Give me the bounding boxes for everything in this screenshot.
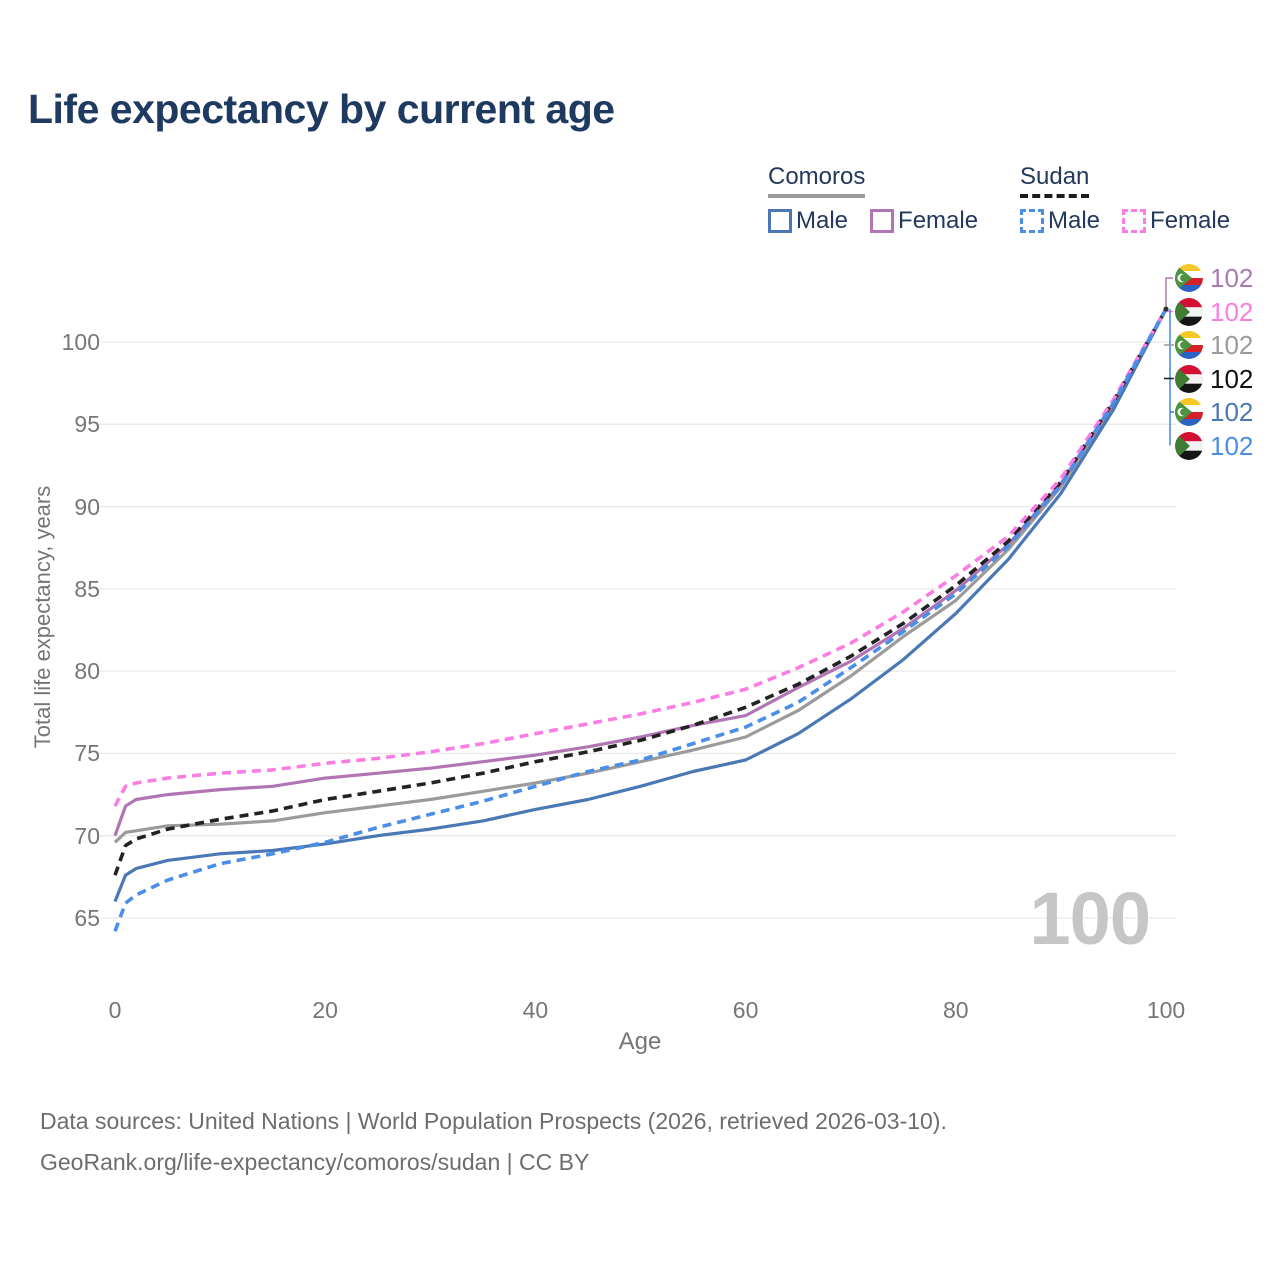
- series-line-comoros-female: [113, 308, 1168, 837]
- end-label-value: 102: [1210, 263, 1254, 293]
- legend-header-comoros[interactable]: Comoros: [768, 163, 866, 198]
- y-tick-label-65: 65: [74, 904, 100, 931]
- legend-header-sudan[interactable]: Sudan: [1020, 163, 1090, 198]
- end-label-value: 102: [1210, 330, 1254, 360]
- data-sources-text: Data sources: United Nations | World Pop…: [40, 1108, 947, 1134]
- end-label-row-sudan-female: 102: [1175, 296, 1254, 327]
- legend-item-comoros-male[interactable]: Male: [768, 207, 848, 235]
- legend-group-comoros: Comoros Male Female: [768, 163, 1000, 235]
- end-label-row-comoros: 102: [1175, 331, 1253, 359]
- x-tick-label-100: 100: [1146, 997, 1186, 1023]
- y-tick-label-80: 80: [74, 658, 100, 685]
- y-tick-label-75: 75: [74, 740, 100, 767]
- sudan-female-swatch-icon: [1122, 209, 1147, 233]
- sudan-flag-icon: [1175, 364, 1203, 393]
- comoros-flag-icon: [1175, 331, 1203, 359]
- y-tick-label-70: 70: [74, 822, 100, 849]
- series-line-comoros-male: [113, 308, 1168, 903]
- sudan-flag-icon: [1175, 297, 1203, 326]
- y-axis-title: Total life expectancy, years: [30, 485, 55, 749]
- comoros-female-swatch-icon: [870, 209, 895, 233]
- end-label-row-sudan: 102: [1175, 363, 1254, 394]
- x-axis-title: Age: [618, 1028, 662, 1055]
- comoros-flag-icon: [1175, 398, 1203, 426]
- sudan-flag-icon: [1175, 431, 1203, 460]
- y-tick-label-90: 90: [74, 493, 100, 520]
- end-label-value: 102: [1210, 430, 1254, 461]
- x-tick-label-20: 20: [312, 997, 338, 1023]
- x-tick-label-60: 60: [732, 997, 759, 1023]
- series-line-comoros: [113, 308, 1168, 844]
- y-tick-label-95: 95: [74, 411, 100, 438]
- comoros-flag-icon: [1175, 264, 1203, 292]
- endpoint-dot: [1163, 306, 1169, 312]
- age-watermark: 100: [1029, 877, 1151, 960]
- end-label-value: 102: [1210, 296, 1254, 327]
- legend-item-sudan-female[interactable]: Female: [1122, 207, 1230, 235]
- legend-item-label: Female: [1150, 207, 1231, 234]
- end-label-value: 102: [1210, 397, 1254, 427]
- legend-item-label: Female: [898, 207, 979, 234]
- legend-item-label: Male: [796, 207, 849, 234]
- y-tick-label-100: 100: [61, 329, 100, 355]
- attribution-text: GeoRank.org/life-expectancy/comoros/suda…: [40, 1149, 590, 1175]
- end-label-value: 102: [1210, 363, 1254, 394]
- legend-item-comoros-female[interactable]: Female: [870, 207, 978, 235]
- end-label-row-sudan-male: 102: [1175, 430, 1254, 461]
- legend-item-sudan-male[interactable]: Male: [1020, 207, 1100, 235]
- legend-group-sudan: Sudan Male Female: [1020, 163, 1252, 235]
- end-label-row-comoros-male: 102: [1175, 398, 1253, 426]
- comoros-male-swatch-icon: [768, 209, 792, 233]
- page-title: Life expectancy by current age: [28, 86, 615, 132]
- end-label-row-comoros-female: 102: [1175, 264, 1253, 292]
- y-tick-label-85: 85: [74, 575, 100, 602]
- leader-comoros-female: [1165, 277, 1173, 310]
- x-tick-label-80: 80: [943, 997, 969, 1023]
- legend-item-label: Male: [1048, 207, 1101, 234]
- x-tick-label-40: 40: [522, 997, 549, 1023]
- series-line-sudan: [113, 308, 1168, 876]
- sudan-male-swatch-icon: [1020, 209, 1044, 233]
- x-tick-label-0: 0: [108, 997, 122, 1023]
- series-line-sudan-male: [113, 308, 1168, 932]
